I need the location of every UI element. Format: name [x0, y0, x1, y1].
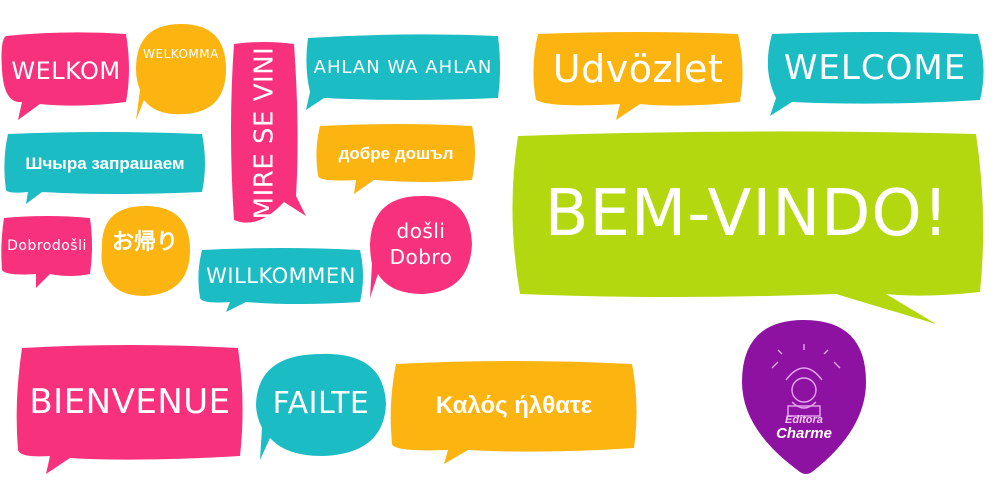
- speech-bubble-icon: [316, 124, 475, 194]
- bubble-dobrodosli: Dobrodošli: [0, 214, 94, 288]
- speech-bubble-icon: [4, 132, 206, 204]
- bubble-dosli-dobro: došli Dobro: [370, 194, 472, 298]
- bubble-okaeri: お帰り: [100, 206, 190, 296]
- logo-line2: Charme: [776, 425, 832, 442]
- speech-bubble-icon: [16, 345, 243, 474]
- greeting-dobro: Dobro: [389, 245, 453, 269]
- bubble-failte: FAILTE: [256, 352, 386, 460]
- bubble-bienvenue: BIENVENUE: [14, 342, 246, 474]
- speech-bubble-icon: [512, 131, 984, 324]
- logo-editora-charme: Editora Charme: [742, 320, 866, 474]
- logo-text: Editora Charme: [776, 414, 832, 442]
- bubble-dobre-doshal: добре дошъл: [314, 122, 478, 194]
- speech-bubble-icon: [231, 42, 306, 223]
- speech-bubble-icon: [101, 206, 190, 296]
- speech-bubble-icon: [1, 216, 92, 288]
- speech-bubble-icon: [390, 361, 637, 464]
- greeting-bienvenue: BIENVENUE: [29, 382, 231, 422]
- greeting-dobrodosli: Dobrodošli: [7, 238, 87, 254]
- speech-bubble-icon: [198, 248, 363, 312]
- greeting-bem-vindo: BEM-VINDO!: [544, 177, 950, 251]
- speech-bubble-icon: [306, 34, 500, 110]
- greeting-willkommen: WILLKOMMEN: [206, 263, 356, 288]
- greeting-udvozlet: Udvözlet: [552, 47, 724, 91]
- greeting-dosli: došli: [396, 219, 446, 243]
- greeting-dobre-doshal: добре дошъл: [338, 143, 454, 163]
- bubble-mire-se-vini: MIRE SE VINI: [228, 40, 306, 226]
- speech-bubble-icon: [256, 353, 386, 460]
- bubble-welkomma: WELKOMMA: [136, 24, 226, 120]
- greeting-okaeri: お帰り: [111, 229, 178, 254]
- logo-badge-icon: [742, 320, 866, 474]
- logo-line1: Editora: [785, 414, 823, 426]
- greeting-welcome: WELCOME: [783, 48, 967, 88]
- speech-bubble-icon: [370, 195, 472, 298]
- greeting-ahlan: AHLAN WA AHLAN: [313, 57, 493, 78]
- bubble-ahlan: AHLAN WA AHLAN: [304, 32, 502, 110]
- greeting-mire-se-vini: MIRE SE VINI: [249, 46, 280, 220]
- bubble-welcome: WELCOME: [762, 30, 988, 116]
- bubble-kalos: Καλός ήλθατε: [388, 358, 640, 464]
- speech-bubble-icon: [533, 32, 743, 120]
- greeting-welkom: WELKOM: [11, 57, 121, 85]
- speech-bubble-icon: [136, 24, 226, 120]
- bubble-udvozlet: Udvözlet: [530, 30, 746, 120]
- greeting-failte: FAILTE: [272, 386, 370, 421]
- logo-illustration-icon: [771, 344, 841, 417]
- greeting-dosli-dobro: došli Dobro: [390, 221, 453, 267]
- greeting-welkomma: WELKOMMA: [143, 47, 219, 61]
- bubble-willkommen: WILLKOMMEN: [196, 246, 366, 312]
- speech-bubble-icon: [767, 32, 984, 116]
- bubble-shchyra: Шчыра запрашаем: [2, 130, 208, 204]
- bubble-bem-vindo: BEM-VINDO!: [506, 128, 988, 324]
- speech-bubble-icon: [1, 32, 129, 120]
- bubble-welkom: WELKOM: [0, 30, 132, 120]
- greeting-kalos: Καλός ήλθατε: [435, 392, 593, 419]
- greeting-shchyra: Шчыра запрашаем: [25, 153, 185, 173]
